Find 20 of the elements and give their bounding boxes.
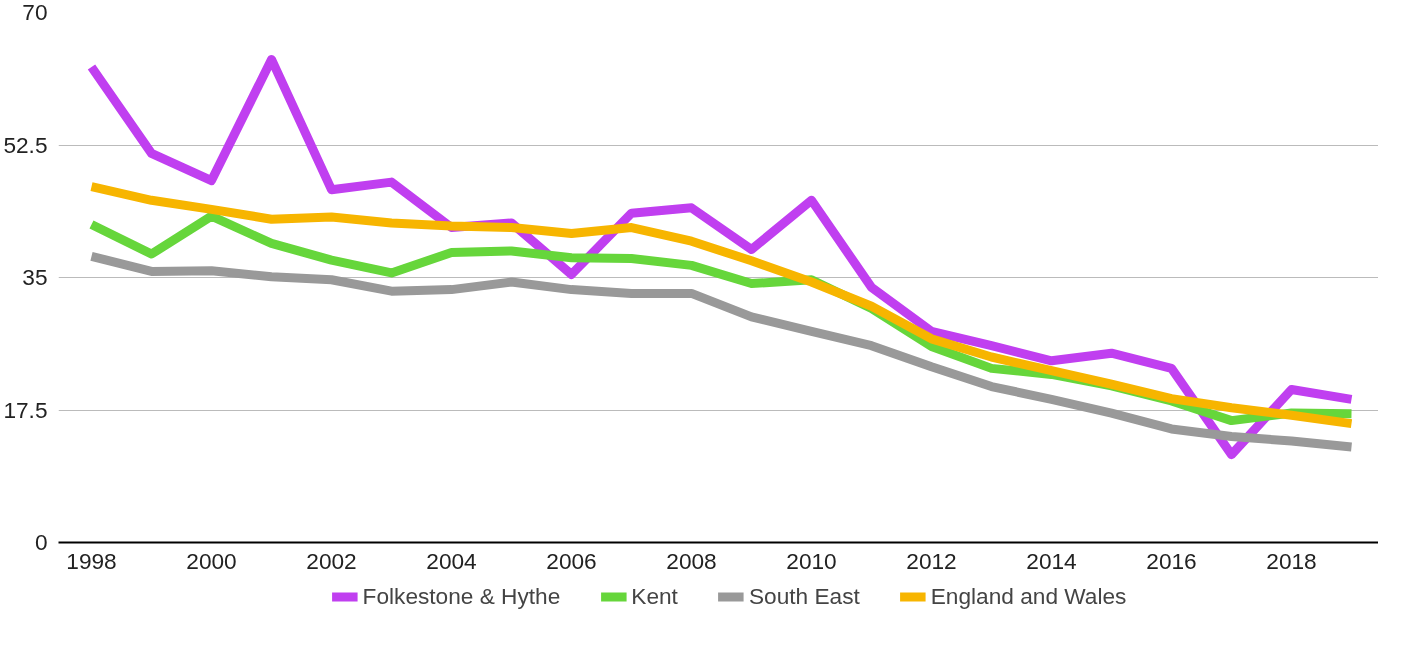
- legend-label: Kent: [631, 582, 678, 610]
- y-tick-label: 70: [22, 0, 48, 25]
- x-tick-label: 2018: [1266, 547, 1317, 574]
- x-tick-label: 2016: [1146, 547, 1197, 574]
- legend-label: Folkestone & Hythe: [362, 582, 561, 610]
- y-tick-label: 17.5: [3, 396, 48, 423]
- x-tick-label: 2006: [546, 547, 597, 574]
- x-tick-label: 1998: [66, 547, 117, 574]
- legend-label: South East: [748, 582, 860, 610]
- x-tick-label: 2000: [186, 547, 237, 574]
- legend-label: England and Wales: [930, 582, 1127, 610]
- x-tick-label: 2008: [666, 547, 717, 574]
- x-tick-label: 2010: [786, 547, 837, 574]
- x-tick-label: 2012: [906, 547, 957, 574]
- y-tick-label: 52.5: [3, 131, 48, 158]
- y-tick-label: 35: [22, 264, 48, 290]
- x-tick-label: 2002: [306, 547, 357, 574]
- x-tick-label: 2014: [1026, 547, 1077, 574]
- y-tick-label: 0: [34, 529, 48, 555]
- x-tick-label: 2004: [426, 547, 477, 574]
